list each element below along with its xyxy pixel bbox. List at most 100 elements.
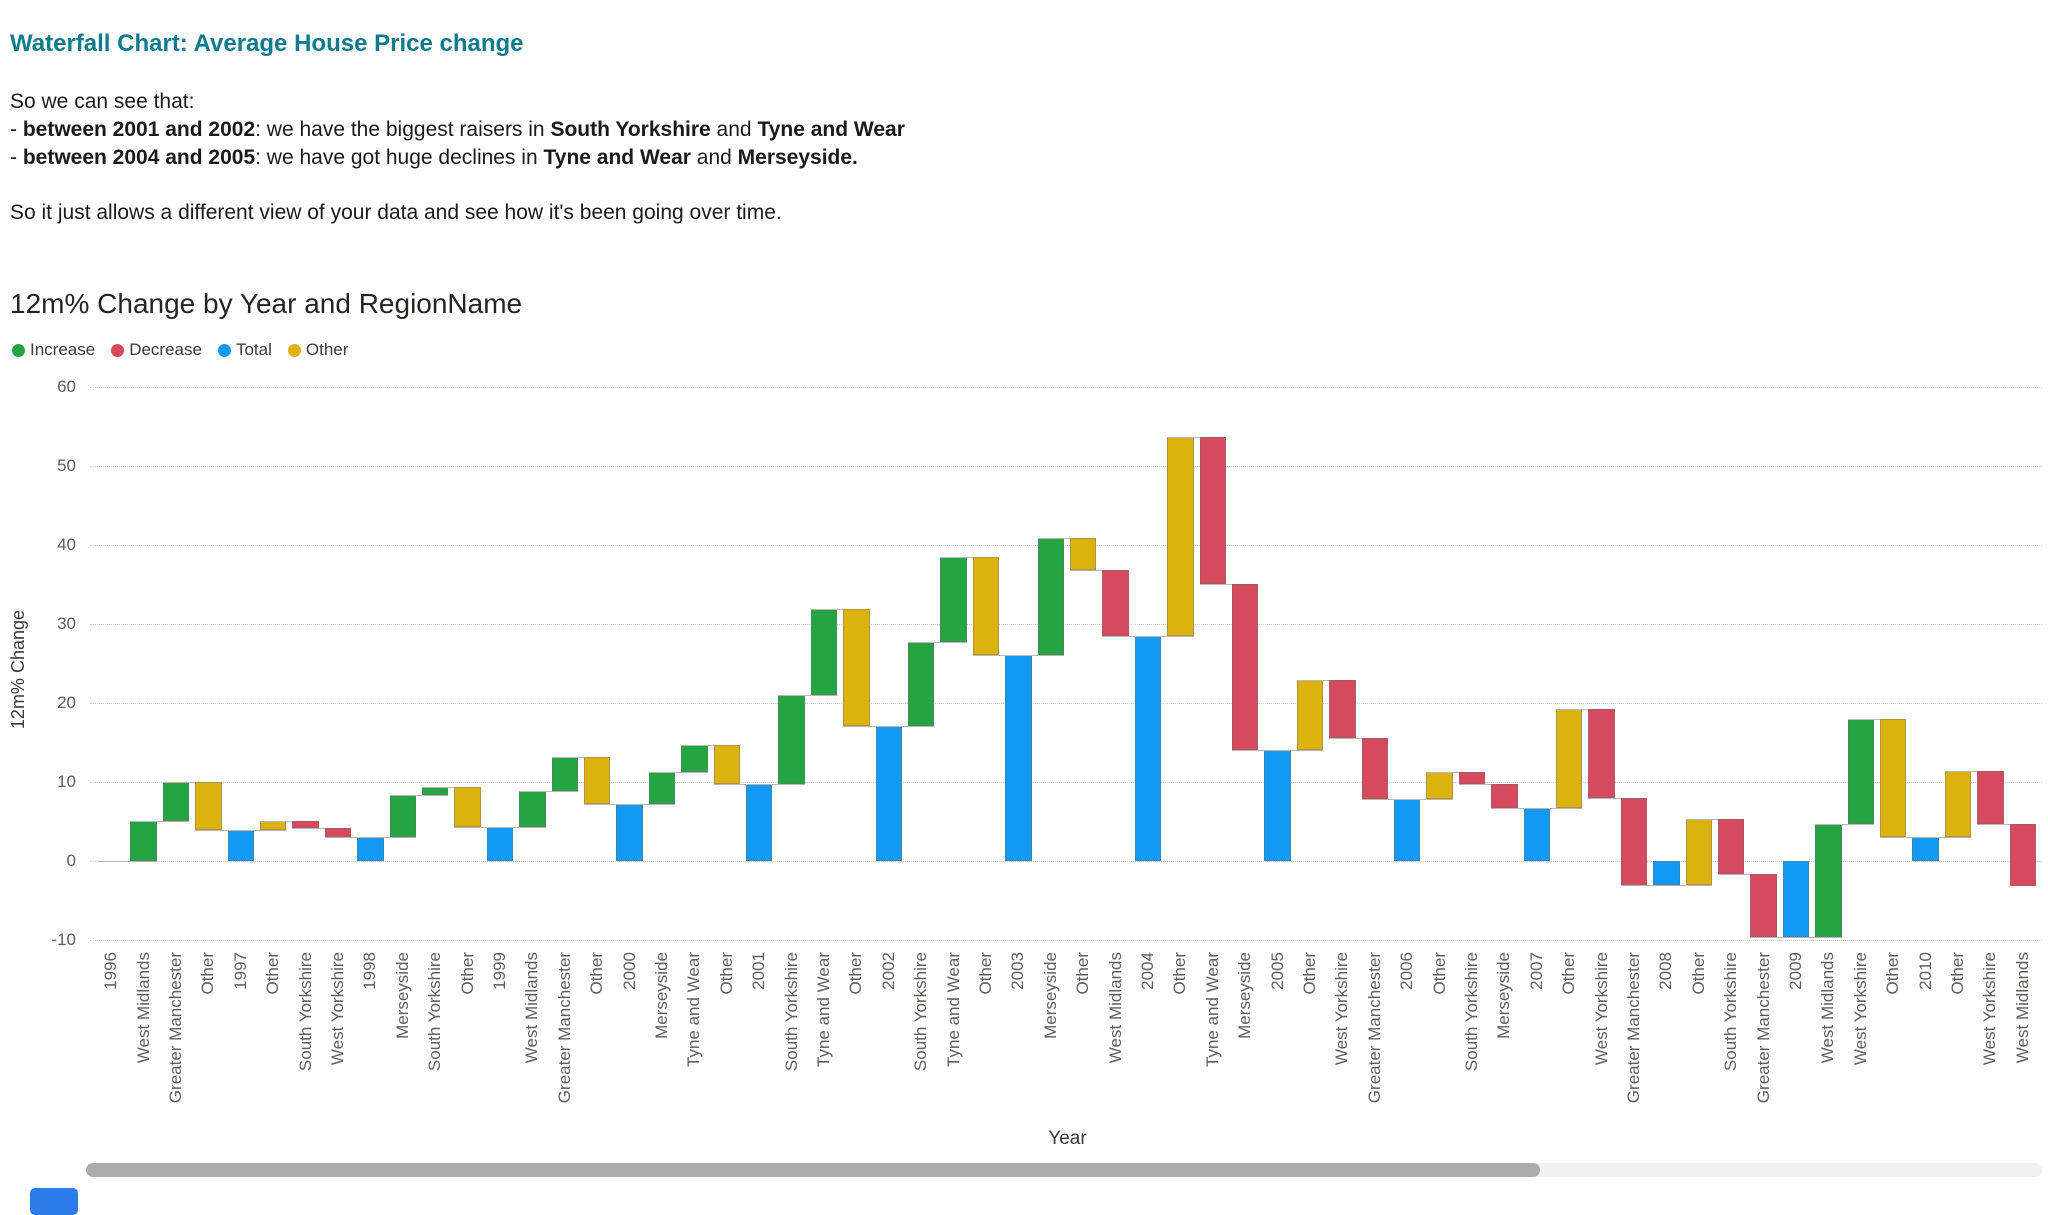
- connector-line: [1750, 936, 1810, 938]
- x-tick-text: West Yorkshire: [1591, 952, 1611, 1066]
- x-tick-text: 1997: [230, 952, 250, 990]
- connector-line: [1394, 798, 1453, 800]
- waterfall-bar-other[interactable]: [1070, 537, 1097, 571]
- text-segment: : we have the biggest raisers in: [255, 118, 551, 141]
- waterfall-bar-1999[interactable]: [486, 827, 514, 861]
- waterfall-bar-merseyside[interactable]: [1037, 537, 1064, 655]
- waterfall-bar-tyne-and-wear[interactable]: [681, 744, 708, 772]
- waterfall-bar-south-yorkshire[interactable]: [292, 820, 319, 828]
- waterfall-bar-west-midlands[interactable]: [2009, 823, 2036, 887]
- legend-dot-icon: [287, 343, 301, 357]
- waterfall-bar-west-midlands[interactable]: [1102, 570, 1129, 636]
- waterfall-bar-south-yorkshire[interactable]: [422, 786, 449, 795]
- waterfall-bar-other[interactable]: [1296, 680, 1324, 750]
- y-tick-label: -10: [51, 930, 76, 949]
- waterfall-bar-2008[interactable]: [1653, 861, 1680, 885]
- connector-line: [1167, 436, 1226, 438]
- waterfall-bar-other[interactable]: [260, 820, 287, 831]
- waterfall-bar-tyne-and-wear[interactable]: [940, 556, 967, 643]
- waterfall-bar-2007[interactable]: [1523, 808, 1550, 861]
- waterfall-bar-2006[interactable]: [1394, 798, 1421, 861]
- outro-line: So it just allows a different view of yo…: [10, 201, 782, 224]
- waterfall-bar-2004[interactable]: [1134, 635, 1162, 861]
- waterfall-bar-west-midlands[interactable]: [519, 790, 546, 828]
- waterfall-bar-merseyside[interactable]: [1232, 583, 1259, 750]
- waterfall-bar-other[interactable]: [972, 556, 1000, 655]
- x-tick-text: 1998: [360, 952, 380, 990]
- x-tick-text: 2007: [1526, 952, 1546, 990]
- waterfall-bar-west-yorkshire[interactable]: [1588, 708, 1615, 798]
- waterfall-bar-other[interactable]: [584, 756, 611, 805]
- waterfall-bar-greater-manchester[interactable]: [162, 782, 190, 821]
- waterfall-bar-greater-manchester[interactable]: [551, 756, 578, 791]
- connector-line: [908, 642, 967, 644]
- waterfall-bar-other[interactable]: [1880, 718, 1907, 838]
- waterfall-bar-other[interactable]: [1685, 819, 1712, 885]
- connector-line: [1458, 783, 1518, 785]
- waterfall-bar-greater-manchester[interactable]: [1620, 797, 1648, 885]
- waterfall-bar-tyne-and-wear[interactable]: [1199, 436, 1226, 584]
- connector-line: [1199, 583, 1259, 585]
- waterfall-bar-other[interactable]: [1944, 770, 1972, 838]
- connector-line: [1977, 823, 2036, 825]
- waterfall-bar-other[interactable]: [195, 782, 222, 831]
- waterfall-bar-1998[interactable]: [357, 837, 384, 861]
- waterfall-bar-2005[interactable]: [1264, 749, 1291, 861]
- connector-line: [1588, 797, 1648, 799]
- waterfall-bar-west-yorkshire[interactable]: [1847, 718, 1874, 824]
- connector-line: [1620, 884, 1680, 886]
- x-tick-text: Merseyside: [392, 952, 412, 1039]
- waterfall-bar-greater-manchester[interactable]: [1361, 737, 1388, 799]
- waterfall-bar-west-midlands[interactable]: [1815, 823, 1842, 937]
- waterfall-bar-2009[interactable]: [1782, 861, 1810, 937]
- connector-line: [1296, 680, 1356, 682]
- waterfall-bar-2002[interactable]: [875, 725, 902, 861]
- connector-line: [1880, 837, 1939, 839]
- waterfall-bar-other[interactable]: [1556, 708, 1583, 809]
- x-tick-text: South Yorkshire: [295, 952, 315, 1072]
- waterfall-bar-1997[interactable]: [227, 830, 254, 861]
- waterfall-bar-2003[interactable]: [1005, 654, 1032, 861]
- waterfall-bar-other[interactable]: [713, 744, 740, 785]
- waterfall-bar-west-midlands[interactable]: [130, 820, 157, 861]
- x-tick-text: South Yorkshire: [1461, 952, 1481, 1072]
- waterfall-bar-south-yorkshire[interactable]: [1458, 771, 1486, 784]
- connector-line: [1491, 808, 1550, 810]
- connector-line: [1102, 635, 1162, 637]
- waterfall-bar-merseyside[interactable]: [1491, 783, 1518, 809]
- x-tick-text: 2008: [1656, 952, 1676, 990]
- waterfall-bar-south-yorkshire[interactable]: [778, 695, 805, 785]
- x-tick-text: Tyne and Wear: [684, 952, 704, 1067]
- gridline: [90, 387, 2042, 388]
- waterfall-bar-other[interactable]: [843, 608, 870, 726]
- waterfall-bar-other[interactable]: [1426, 771, 1453, 799]
- x-tick-text: Tyne and Wear: [813, 952, 833, 1067]
- waterfall-bar-tyne-and-wear[interactable]: [810, 608, 838, 696]
- waterfall-bar-west-yorkshire[interactable]: [1329, 680, 1356, 738]
- waterfall-bar-west-yorkshire[interactable]: [1977, 770, 2004, 824]
- x-tick-text: 2004: [1137, 952, 1157, 990]
- waterfall-bar-greater-manchester[interactable]: [1750, 873, 1777, 937]
- x-axis-title: Year: [1048, 1128, 1087, 1149]
- legend-item-increase[interactable]: Increase: [12, 340, 95, 360]
- connector-line: [746, 784, 805, 786]
- legend-item-total[interactable]: Total: [217, 340, 272, 360]
- x-tick-text: West Yorkshire: [1850, 952, 1870, 1066]
- legend-dot-icon: [12, 343, 25, 357]
- chart-title: 12m% Change by Year and RegionName: [10, 288, 523, 319]
- waterfall-bar-2000[interactable]: [616, 804, 643, 861]
- waterfall-bar-other[interactable]: [1167, 436, 1194, 636]
- legend-item-other[interactable]: Other: [287, 340, 348, 360]
- waterfall-bar-merseyside[interactable]: [648, 771, 676, 805]
- h-scrollbar-thumb[interactable]: [86, 1163, 1540, 1177]
- waterfall-bar-2001[interactable]: [746, 784, 773, 861]
- waterfall-bar-south-yorkshire[interactable]: [1718, 819, 1745, 874]
- waterfall-bar-2010[interactable]: [1912, 837, 1939, 861]
- x-tick-text: West Midlands: [522, 952, 542, 1064]
- waterfall-bar-west-yorkshire[interactable]: [324, 827, 352, 838]
- legend-item-decrease[interactable]: Decrease: [111, 340, 202, 360]
- waterfall-bar-south-yorkshire[interactable]: [908, 642, 935, 726]
- waterfall-bar-merseyside[interactable]: [389, 794, 416, 838]
- connector-line: [454, 827, 514, 829]
- waterfall-bar-other[interactable]: [454, 786, 481, 828]
